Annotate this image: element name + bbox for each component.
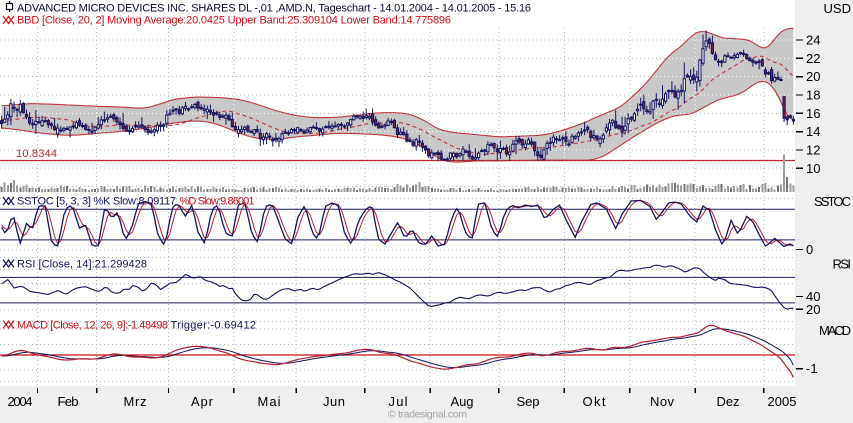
svg-text:Mai: Mai bbox=[258, 394, 281, 409]
svg-text:0: 0 bbox=[806, 242, 813, 257]
svg-text:Nov: Nov bbox=[650, 394, 675, 409]
svg-text:RSI: RSI bbox=[833, 257, 852, 272]
svg-text:Dez: Dez bbox=[717, 394, 740, 409]
svg-text:ADVANCED MICRO DEVICES INC. SH: ADVANCED MICRO DEVICES INC. SHARES DL -,… bbox=[17, 3, 531, 15]
svg-text:Jul: Jul bbox=[389, 394, 408, 409]
svg-text:RSI [Close, 14]:21.299428: RSI [Close, 14]:21.299428 bbox=[17, 259, 147, 271]
svg-text:10.8344: 10.8344 bbox=[16, 148, 57, 160]
svg-text:USD: USD bbox=[824, 1, 851, 16]
svg-text:%D Slow:9.86001: %D Slow:9.86001 bbox=[180, 196, 255, 208]
svg-text:22: 22 bbox=[806, 51, 820, 66]
svg-text:Jun: Jun bbox=[323, 394, 345, 409]
svg-text:14: 14 bbox=[806, 124, 820, 139]
svg-text:Feb: Feb bbox=[58, 394, 79, 409]
svg-text:Mrz: Mrz bbox=[124, 394, 147, 409]
svg-text:2005: 2005 bbox=[768, 394, 797, 409]
svg-text:16: 16 bbox=[806, 106, 820, 121]
svg-text:Aug: Aug bbox=[451, 394, 474, 409]
svg-text:SSTOC [5, 3, 3] %K Slow:8.0911: SSTOC [5, 3, 3] %K Slow:8.09117 bbox=[17, 196, 176, 208]
svg-text:-1: -1 bbox=[806, 361, 818, 376]
svg-text:20: 20 bbox=[806, 69, 820, 84]
svg-text:Sep: Sep bbox=[517, 394, 540, 409]
svg-text:© tradesignal.com: © tradesignal.com bbox=[388, 409, 467, 421]
svg-text:MACD: MACD bbox=[819, 323, 851, 338]
svg-text:12: 12 bbox=[806, 143, 820, 158]
svg-text:10: 10 bbox=[806, 161, 820, 176]
svg-text:SSTOC: SSTOC bbox=[814, 194, 851, 209]
svg-text:BBD [Close, 20, 2] Moving Aver: BBD [Close, 20, 2] Moving Average:20.042… bbox=[17, 15, 451, 27]
svg-text:Apr: Apr bbox=[191, 394, 214, 409]
svg-text:24: 24 bbox=[806, 33, 820, 48]
svg-text:40: 40 bbox=[806, 289, 820, 304]
svg-text:Okt: Okt bbox=[583, 394, 606, 409]
svg-text:MACD [Close, 12, 26, 9]:-1.484: MACD [Close, 12, 26, 9]:-1.48498 bbox=[17, 320, 168, 332]
svg-text:2004: 2004 bbox=[8, 394, 33, 409]
svg-text:18: 18 bbox=[806, 88, 820, 103]
svg-text:20: 20 bbox=[806, 302, 820, 317]
svg-text:Trigger:-0.69412: Trigger:-0.69412 bbox=[171, 320, 257, 332]
